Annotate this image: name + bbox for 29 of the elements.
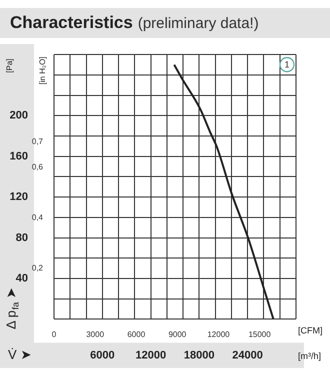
y2-tick-label: 0,4 [32,213,44,222]
x-axis-title: [m³/h] [298,350,322,361]
text: V̇ ➤ [8,346,32,362]
y-tick-label: 40 [16,272,28,285]
y2-axis-title: [in H₂O] [38,56,48,85]
y2-tick-label: 0,6 [32,162,44,172]
x-tick-label: 12000 [136,349,166,362]
y2-tick-label: 0,2 [32,264,44,273]
chart-subtitle: (preliminary data!) [138,15,259,32]
x-tick-label: 24000 [232,349,263,362]
x-tick-label: 6000 [90,349,115,362]
text: Δ pfa ➤ [4,287,20,330]
y-tick-label: 80 [16,232,28,244]
y-tick-label: 200 [10,110,28,122]
y2-tick-label: 0,7 [32,136,44,146]
x2-tick-label: 3000 [86,330,105,340]
y-tick-label: 160 [10,150,28,162]
x2-tick-label: 6000 [127,330,146,340]
chart-title: Characteristics [10,13,133,32]
line-series [173,64,274,320]
y-axis-title: [Pa] [5,58,14,73]
x2-tick-label: 9000 [168,330,187,340]
x2-tick-label: 15000 [248,330,272,340]
x2-tick-label: 12000 [207,330,230,340]
x-tick-label: 18000 [184,349,214,362]
annotation: 1 [284,60,290,70]
x2-axis-title: [CFM] [298,325,322,336]
y-tick-label: 120 [10,191,28,204]
x2-tick-label: 0 [52,330,57,340]
